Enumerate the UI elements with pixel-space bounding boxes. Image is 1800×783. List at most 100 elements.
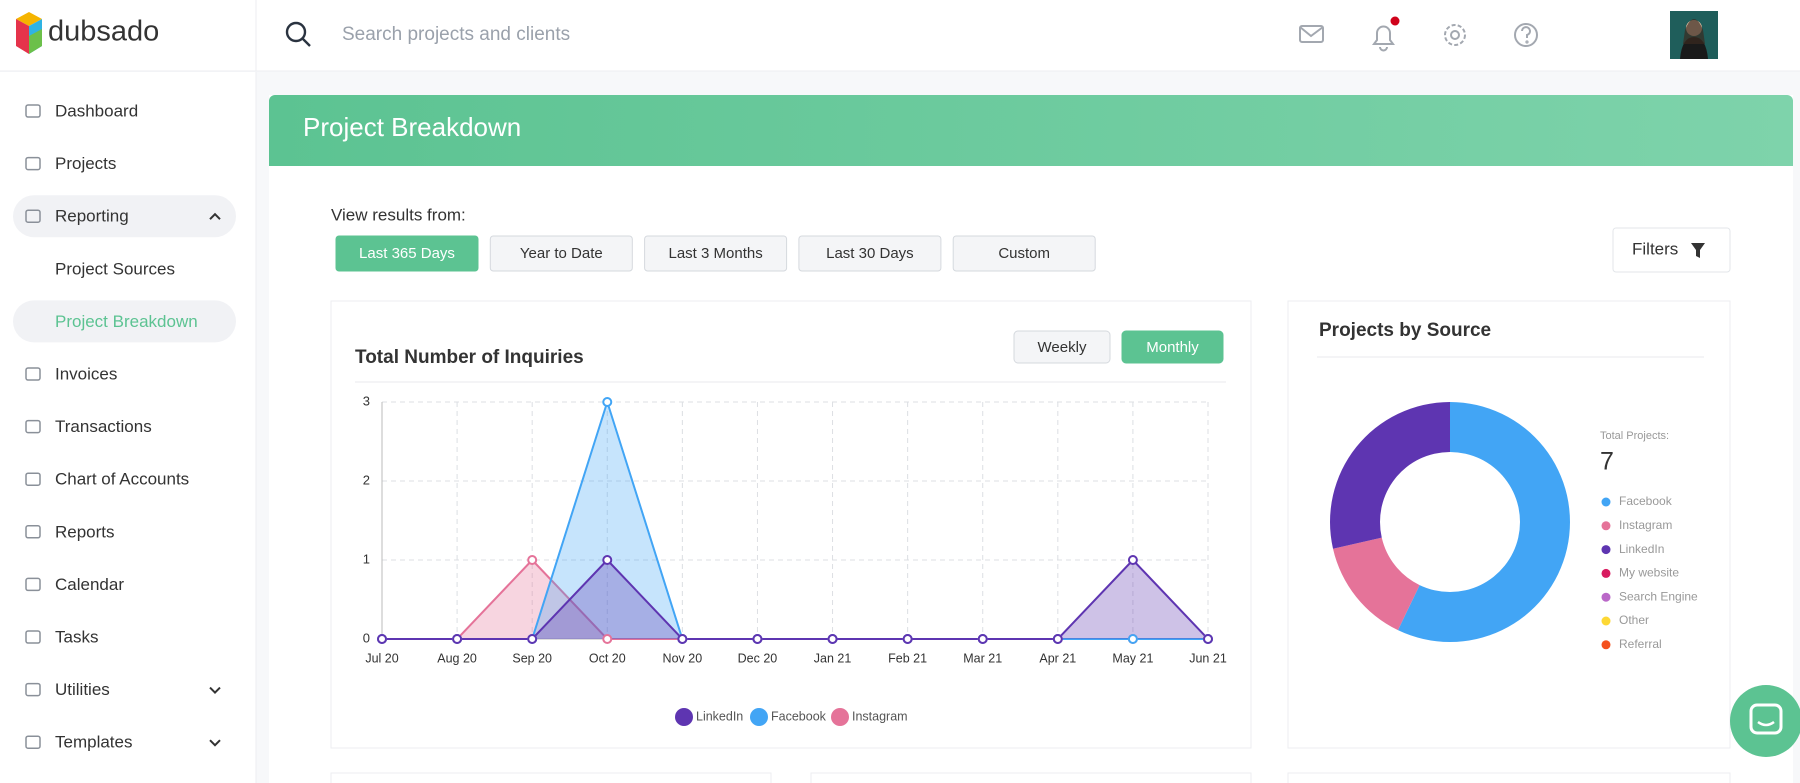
menu-item[interactable]: Invoices — [55, 364, 117, 383]
menu-item[interactable]: Projects — [55, 154, 116, 173]
icon-shape — [25, 472, 41, 486]
x-tick-label: Sep 20 — [512, 651, 552, 665]
button-bg — [489, 235, 633, 272]
menu-item[interactable]: Project Sources — [55, 259, 175, 278]
toggle-button[interactable]: Monthly — [1121, 330, 1224, 364]
chevron[interactable] — [209, 686, 221, 695]
legend-label[interactable]: Instagram — [1619, 518, 1672, 532]
menu-item[interactable]: Calendar — [55, 575, 124, 594]
x-tick-label: Jan 21 — [814, 651, 852, 665]
menu-item[interactable]: Reporting — [55, 207, 129, 226]
legend-label[interactable]: Search Engine — [1619, 589, 1698, 603]
range-label: View results from: — [331, 205, 466, 224]
legend-label[interactable]: Referral — [1619, 637, 1662, 651]
point — [1127, 555, 1138, 565]
logo-mark — [16, 12, 42, 54]
range-button[interactable]: Last 30 Days — [798, 235, 942, 272]
range-button[interactable]: Custom — [952, 235, 1096, 272]
menu-icon — [25, 156, 41, 171]
legend-swatch — [1601, 640, 1611, 650]
icon-shape — [25, 104, 41, 118]
filters-label: Filters — [1632, 239, 1678, 258]
inquiries-card — [330, 300, 1252, 749]
icon-shape — [25, 209, 41, 223]
point — [377, 634, 387, 644]
settings-icon[interactable] — [1444, 24, 1466, 46]
point — [1203, 634, 1213, 644]
icon-shape — [25, 525, 41, 539]
menu-item[interactable]: Utilities — [55, 680, 110, 699]
menu-icon — [25, 104, 41, 118]
x-tick-label: Mar 21 — [963, 651, 1002, 665]
menu-item[interactable]: Templates — [55, 733, 132, 752]
menu-icon — [25, 735, 41, 749]
notification-icon[interactable] — [1372, 25, 1395, 52]
page-header — [269, 95, 1793, 166]
chevron[interactable] — [209, 739, 221, 747]
legend-swatch — [831, 708, 849, 726]
menu-icon — [25, 682, 41, 697]
sidebar — [0, 72, 256, 783]
mail-icon[interactable] — [1299, 25, 1324, 43]
legend-label[interactable]: Other — [1619, 613, 1649, 627]
menu-item[interactable]: Chart of Accounts — [55, 470, 189, 489]
x-tick-label: Jul 20 — [365, 651, 398, 665]
menu-icon — [25, 419, 41, 434]
legend-label[interactable]: Facebook — [771, 709, 827, 723]
point — [902, 634, 913, 644]
point — [602, 555, 613, 565]
x-tick-label: Feb 21 — [888, 651, 927, 665]
icon-shape — [25, 577, 41, 592]
filters-button[interactable]: Filters — [1612, 227, 1731, 273]
menu-item[interactable]: Transactions — [55, 417, 152, 436]
x-tick-label: Oct 20 — [589, 651, 626, 665]
series-line — [382, 558, 1209, 640]
button-label: Weekly — [1038, 339, 1087, 356]
point — [527, 555, 538, 565]
range-button[interactable]: Last 365 Days — [335, 235, 479, 272]
point — [677, 634, 688, 644]
menu-item[interactable]: Project Breakdown — [55, 312, 198, 331]
legend-swatch — [1601, 497, 1611, 507]
button-label: Last 365 Days — [359, 245, 455, 262]
button-bg — [952, 235, 1096, 272]
button-label: Year to Date — [520, 245, 603, 262]
icon-shape — [25, 156, 41, 171]
toggle-button[interactable]: Weekly — [1013, 330, 1111, 364]
chat-button[interactable] — [1730, 685, 1800, 757]
legend-label[interactable]: Instagram — [852, 709, 908, 723]
donut-slice — [1397, 402, 1570, 642]
menu-icon — [25, 209, 41, 223]
x-tick-label: Aug 20 — [437, 651, 477, 665]
point — [977, 634, 988, 644]
button-bg — [644, 235, 788, 272]
search-input[interactable]: Search projects and clients — [342, 24, 570, 45]
menu-icon — [25, 630, 41, 644]
page-title: Project Breakdown — [303, 112, 521, 142]
menu-item[interactable]: Reports — [55, 522, 115, 541]
legend-label[interactable]: LinkedIn — [696, 709, 743, 723]
x-tick-label: Nov 20 — [663, 651, 703, 665]
range-button[interactable]: Last 3 Months — [644, 235, 788, 272]
point — [827, 634, 838, 644]
legend-label[interactable]: LinkedIn — [1619, 542, 1664, 556]
chevron[interactable] — [209, 212, 221, 220]
help-icon[interactable] — [1514, 23, 1538, 47]
search-icon[interactable] — [285, 21, 311, 47]
legend-label[interactable]: My website — [1619, 566, 1679, 580]
menu-icon — [25, 472, 41, 486]
card — [330, 772, 772, 783]
legend-swatch — [1601, 521, 1611, 531]
menu-item[interactable]: Tasks — [55, 627, 98, 646]
point — [602, 634, 613, 644]
y-tick-label: 2 — [363, 472, 370, 487]
button-label: Custom — [998, 245, 1050, 262]
legend-swatch — [1601, 545, 1611, 555]
range-button[interactable]: Year to Date — [489, 235, 633, 272]
legend-label[interactable]: Facebook — [1619, 494, 1673, 508]
button-bg — [798, 235, 942, 272]
menu-item[interactable]: Dashboard — [55, 101, 138, 120]
icon-shape — [25, 630, 41, 644]
avatar[interactable] — [1670, 11, 1718, 59]
